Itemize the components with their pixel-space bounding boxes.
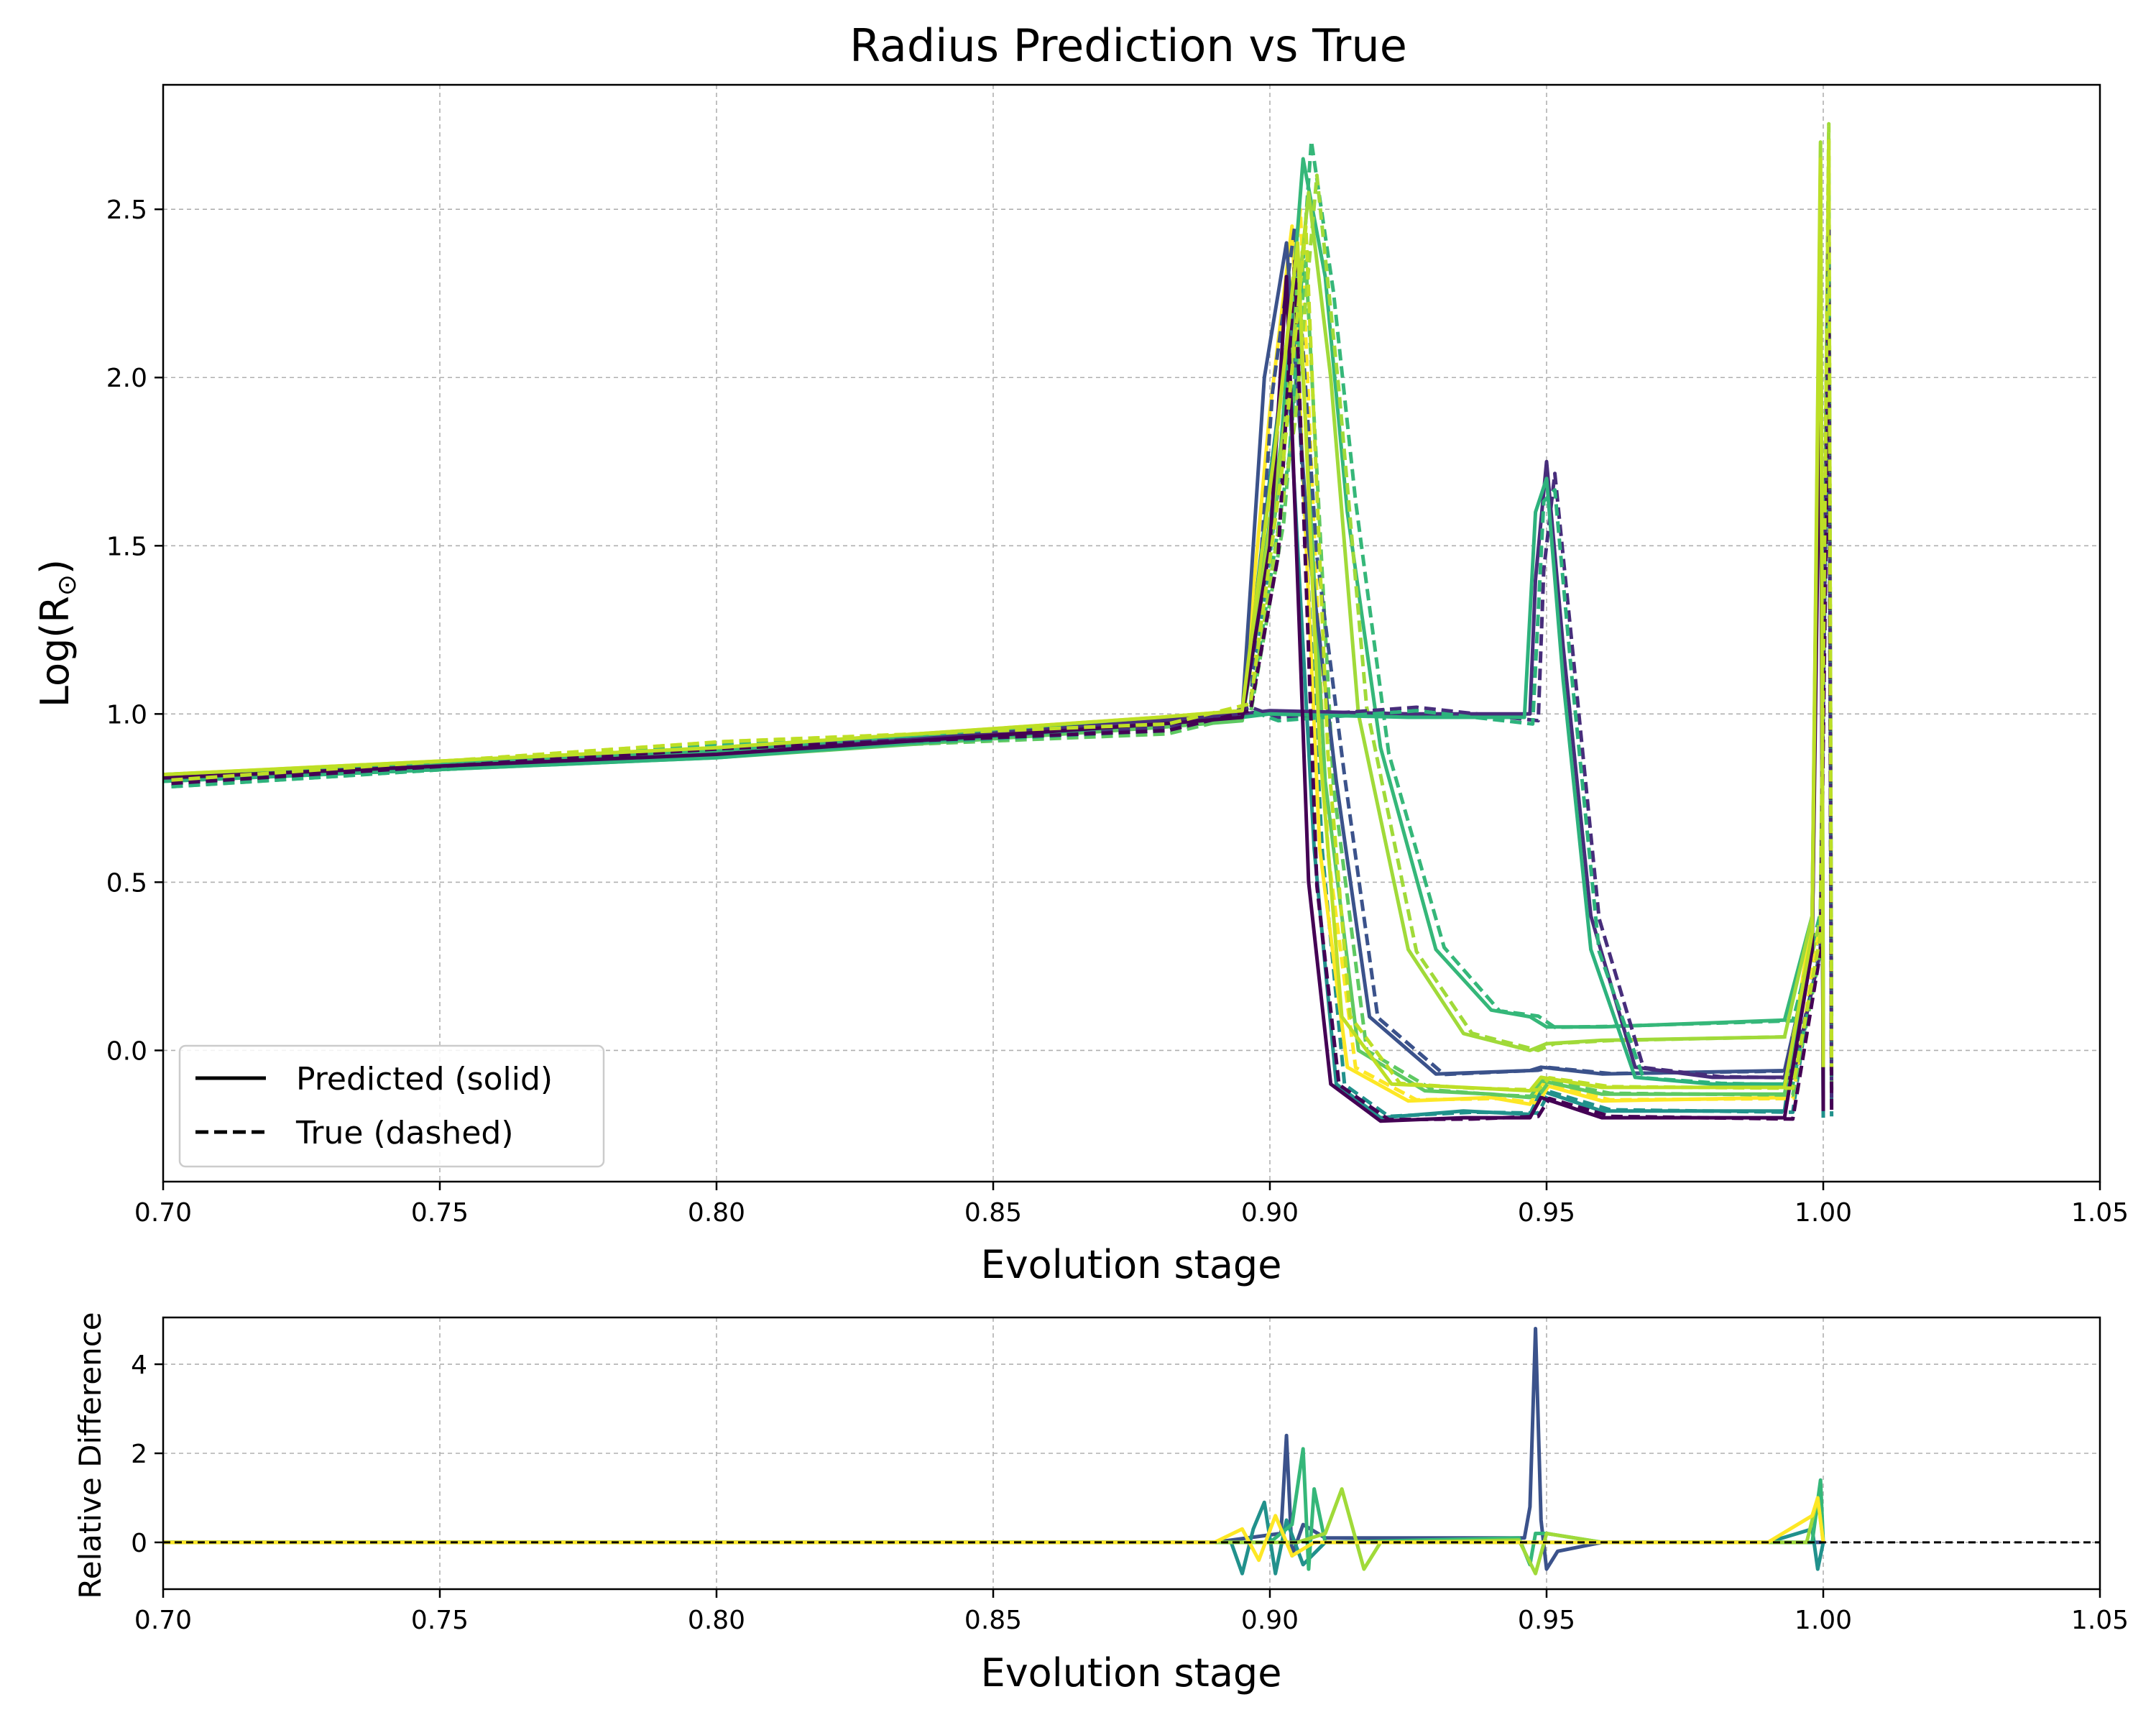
x-tick-label: 0.95 [1518,1606,1575,1635]
x-tick-label: 0.85 [964,1606,1022,1635]
x-tick-label: 0.70 [134,1606,192,1635]
legend-entry-true: True (dashed) [295,1115,513,1151]
x-tick-label: 0.95 [1518,1198,1575,1228]
x-tick-label: 0.85 [964,1198,1022,1228]
relative-difference-line [163,1327,1823,1571]
radius-chart: Radius Prediction vs True 0.70 0.75 0.80 0.… [32,19,2129,1287]
relative-difference-chart: 0.70 0.75 0.80 0.85 0.90 0.95 1.00 1.05 0 2 4 Evo… [73,1312,2129,1696]
y-tick-label: 2 [131,1440,147,1469]
y-tick-label: 1.0 [106,700,147,730]
top-x-ticks: 0.70 0.75 0.80 0.85 0.90 0.95 1.00 1.05 [134,1182,2129,1228]
x-tick-label: 0.75 [411,1606,469,1635]
x-tick-label: 0.90 [1241,1606,1299,1635]
legend: Predicted (solid) True (dashed) [178,1044,605,1168]
y-tick-label: 4 [131,1351,147,1380]
true-series-line [171,139,1834,1029]
predicted-series-line [163,157,1825,1093]
chart-title: Radius Prediction vs True [849,19,1407,72]
top-y-ticks: 0.0 0.5 1.0 1.5 2.0 2.5 [106,196,163,1066]
relative-difference-line [163,1496,1825,1563]
x-tick-label: 0.70 [134,1198,192,1228]
x-tick-label: 1.00 [1795,1198,1852,1228]
x-tick-label: 1.05 [2071,1606,2129,1635]
y-tick-label: 0.5 [106,868,147,898]
top-plot-frame [162,83,2101,1183]
y-tick-label: 2.5 [106,196,147,225]
x-tick-label: 0.75 [411,1198,469,1228]
top-x-axis-label: Evolution stage [981,1242,1282,1287]
y-tick-label: 1.5 [106,532,147,561]
predicted-series-line [163,275,1825,1123]
x-tick-label: 0.80 [688,1198,745,1228]
bottom-x-ticks: 0.70 0.75 0.80 0.85 0.90 0.95 1.00 1.05 [134,1589,2129,1635]
bottom-y-axis-label: Relative Difference [73,1312,108,1598]
legend-entry-predicted: Predicted (solid) [296,1061,553,1098]
x-tick-label: 0.90 [1241,1198,1299,1228]
y-tick-label: 0.0 [106,1036,147,1066]
y-tick-label: 0 [131,1529,147,1558]
bottom-x-axis-label: Evolution stage [981,1650,1282,1696]
x-tick-label: 1.05 [2071,1198,2129,1228]
legend-box [178,1044,605,1168]
x-tick-label: 1.00 [1795,1606,1852,1635]
y-tick-label: 2.0 [106,364,147,393]
bottom-y-ticks: 0 2 4 [131,1351,163,1558]
top-y-axis-label: Log(R⊙) [32,559,82,707]
top-series-lines [163,121,1834,1123]
x-tick-label: 0.80 [688,1606,745,1635]
